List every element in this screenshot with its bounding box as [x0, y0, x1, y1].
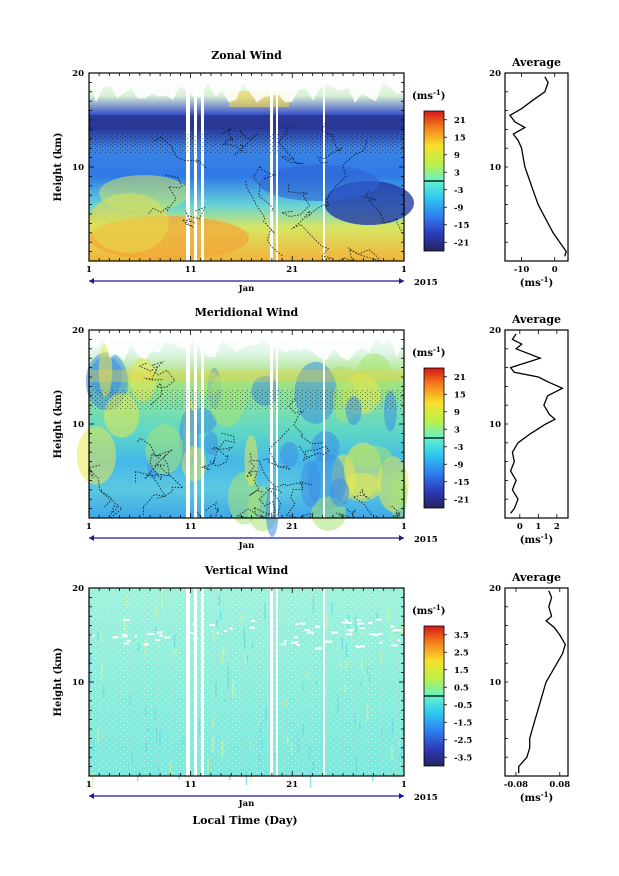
- x-axis-label: Local Time (Day): [192, 814, 297, 827]
- arrow-left-icon: [89, 535, 94, 541]
- year-label: 2015: [414, 535, 438, 545]
- colorbar-tick-label: 9: [454, 151, 460, 161]
- colorbar-tick-label: 2.5: [454, 648, 469, 658]
- colorbar-tick-label: -3: [454, 443, 464, 453]
- avg-y-tick-label: 20: [489, 326, 501, 336]
- y-tick-label: 10: [72, 420, 84, 430]
- colorbar-tick-label: -21: [454, 238, 469, 248]
- avg-x-tick-label: 1: [535, 522, 541, 532]
- avg-x-tick-label: -10: [514, 265, 529, 275]
- month-label: Jan: [238, 541, 255, 551]
- colorbar-tick-label: 21: [454, 373, 466, 383]
- average-title: Average: [511, 571, 561, 584]
- y-tick-label: 20: [72, 584, 84, 594]
- avg-x-tick-label: 0.08: [549, 780, 570, 790]
- avg-y-tick-label: 20: [489, 69, 501, 79]
- average-frame: [504, 587, 569, 777]
- y-tick-label: 20: [72, 326, 84, 336]
- avg-y-tick-label: 10: [489, 420, 501, 430]
- arrow-right-icon: [399, 535, 404, 541]
- avg-unit: (ms-1): [520, 275, 553, 290]
- colorbar-tick-label: -2.5: [454, 736, 472, 746]
- colorbar-tick-label: 9: [454, 408, 460, 418]
- colorbar-tick-label: -9: [454, 203, 464, 213]
- colorbar-tick-label: 3: [454, 425, 460, 435]
- avg-x-tick-label: -0.08: [504, 780, 528, 790]
- avg-x-tick-label: 0: [517, 522, 523, 532]
- x-tick-label: 11: [185, 265, 197, 275]
- x-tick-label: 21: [286, 780, 298, 790]
- colorbar-tick-label: 15: [454, 390, 466, 400]
- avg-y-tick-label: 10: [489, 163, 501, 173]
- arrow-left-icon: [89, 793, 94, 799]
- arrow-right-icon: [399, 793, 404, 799]
- y-axis-label: Height (km): [53, 390, 64, 459]
- x-tick-label: 1: [401, 265, 407, 275]
- month-label: Jan: [238, 799, 255, 809]
- avg-x-tick-label: 2: [554, 522, 560, 532]
- colorbar-tick-label: -15: [454, 478, 469, 488]
- x-tick-label: 1: [86, 265, 92, 275]
- arrow-left-icon: [89, 278, 94, 284]
- colorbar-unit: (ms-1): [412, 603, 445, 618]
- month-label: Jan: [238, 284, 255, 294]
- x-tick-label: 11: [185, 522, 197, 532]
- colorbar-tick-label: -0.5: [454, 701, 472, 711]
- colorbar-tick-label: 15: [454, 133, 466, 143]
- colorbar-tick-label: 0.5: [454, 683, 469, 693]
- y-tick-label: 10: [72, 678, 84, 688]
- avg-y-tick-label: 20: [489, 584, 501, 594]
- colorbar-tick-label: -9: [454, 460, 464, 470]
- average-profile-line: [509, 76, 568, 257]
- avg-unit: (ms-1): [520, 532, 553, 547]
- heatmap-field: [89, 73, 414, 262]
- x-tick-label: 1: [86, 780, 92, 790]
- average-title: Average: [511, 313, 561, 326]
- colorbar-unit: (ms-1): [412, 345, 445, 360]
- x-tick-label: 1: [86, 522, 92, 532]
- colorbar-tick-label: -15: [454, 221, 469, 231]
- x-tick-label: 1: [401, 780, 407, 790]
- x-tick-label: 21: [286, 522, 298, 532]
- colorbar-tick-label: -21: [454, 495, 469, 505]
- avg-unit: (ms-1): [520, 790, 553, 805]
- x-tick-label: 1: [401, 522, 407, 532]
- colorbar-tick-label: -3.5: [454, 753, 472, 763]
- heatmap-field: [76, 330, 409, 537]
- colorbar-tick-label: -3: [454, 186, 464, 196]
- avg-x-tick-label: 0: [552, 265, 558, 275]
- colorbar-tick-label: 3.5: [454, 631, 469, 641]
- panel-title: Zonal Wind: [211, 49, 282, 62]
- y-tick-label: 10: [72, 163, 84, 173]
- x-tick-label: 21: [286, 265, 298, 275]
- y-axis-label: Height (km): [53, 648, 64, 717]
- colorbar-tick-label: 21: [454, 116, 466, 126]
- average-frame: [504, 329, 569, 519]
- x-tick-label: 11: [185, 780, 197, 790]
- year-label: 2015: [414, 278, 438, 288]
- heatmap-field: [89, 588, 404, 789]
- colorbar-tick-label: 3: [454, 168, 460, 178]
- colorbar-unit: (ms-1): [412, 88, 445, 103]
- avg-y-tick-label: 10: [489, 678, 501, 688]
- year-label: 2015: [414, 793, 438, 803]
- colorbar-tick-label: 1.5: [454, 666, 469, 676]
- panel-title: Vertical Wind: [204, 564, 289, 577]
- arrow-right-icon: [399, 278, 404, 284]
- panel-title: Meridional Wind: [195, 306, 299, 319]
- average-frame: [504, 72, 569, 262]
- average-profile-line: [518, 590, 567, 774]
- y-tick-label: 20: [72, 69, 84, 79]
- colorbar-tick-label: -1.5: [454, 718, 472, 728]
- y-axis-label: Height (km): [53, 133, 64, 202]
- average-profile-line: [509, 333, 564, 514]
- average-title: Average: [511, 56, 561, 69]
